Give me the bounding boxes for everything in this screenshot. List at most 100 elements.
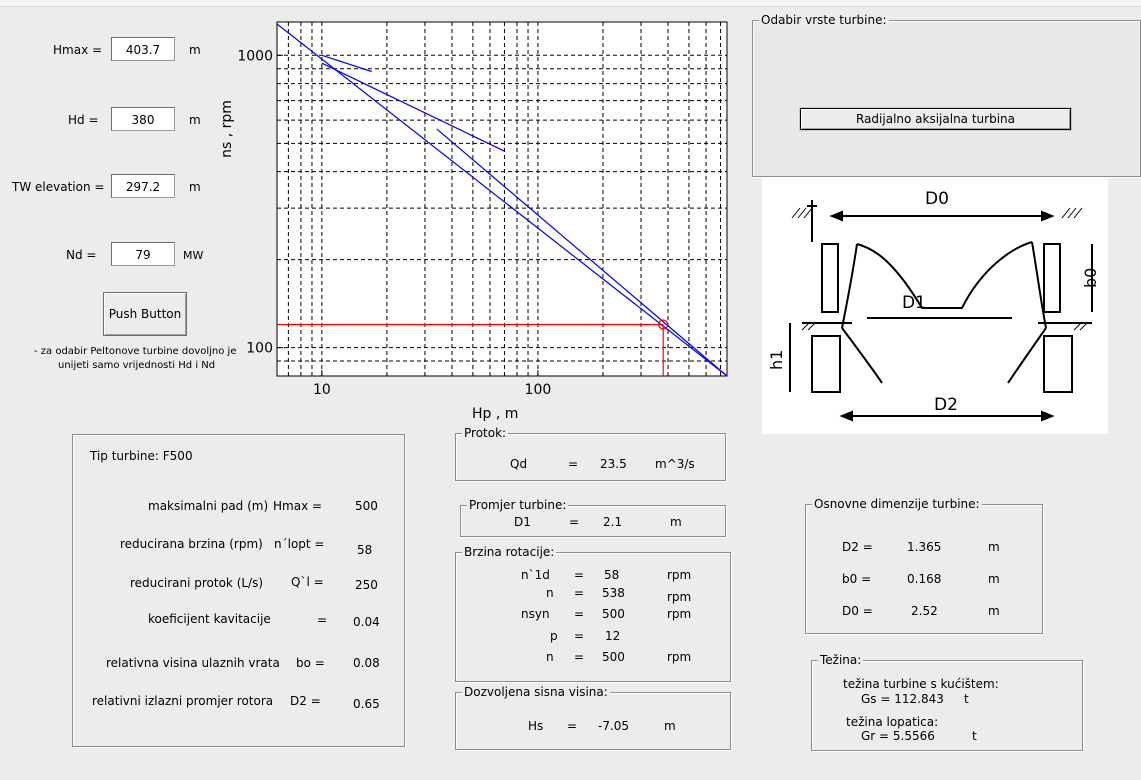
tezina-gr-unit: t bbox=[972, 729, 977, 743]
tip-row-q-label: reducirani protok (L/s) bbox=[130, 576, 264, 590]
sisna-eq: = bbox=[567, 719, 578, 733]
sisna-title: Dozvoljena sisna visina: bbox=[462, 685, 610, 699]
brzina-row-5-name: n bbox=[546, 650, 554, 664]
note-line2: unijeti samo vrijednosti Hd i Nd bbox=[58, 360, 216, 371]
turbine-type-button[interactable]: Radijalno aksijalna turbina bbox=[800, 108, 1071, 130]
tezina-gs-unit: t bbox=[964, 692, 969, 706]
diagram-label-d0: D0 bbox=[925, 189, 949, 209]
protok-panel: Protok: bbox=[455, 426, 726, 481]
diagram-label-b0: b0 bbox=[1081, 268, 1100, 288]
brzina-row-2-eq: = bbox=[574, 586, 585, 600]
tip-row-kav-label: koeficijent kavitacije bbox=[148, 612, 271, 626]
brzina-panel: Brzina rotacije: bbox=[455, 545, 731, 682]
brzina-row-1-eq: = bbox=[574, 568, 585, 582]
diagram-right-ring bbox=[1043, 335, 1073, 393]
protok-name: Qd bbox=[510, 457, 528, 471]
brzina-row-5-value: 500 bbox=[602, 650, 625, 664]
protok-value: 23.5 bbox=[600, 457, 627, 471]
hd-label: Hd = bbox=[68, 113, 99, 127]
diagram-label-h1: h1 bbox=[767, 350, 786, 370]
dim-row-b0-value: 0.168 bbox=[907, 572, 942, 586]
chart: 10 100 100 1000 Hp , m ns , rpm bbox=[219, 21, 728, 422]
nd-label: Nd = bbox=[66, 248, 97, 262]
tip-row-bo-label: relativna visina ulaznih vrata bbox=[106, 656, 280, 670]
brzina-row-2-value: 538 bbox=[602, 586, 625, 600]
brzina-title: Brzina rotacije: bbox=[462, 545, 557, 559]
y-tick-label: 1000 bbox=[237, 48, 273, 64]
brzina-row-3-name: nsyn bbox=[521, 607, 550, 621]
sisna-name: Hs bbox=[528, 719, 544, 733]
sisna-panel: Dozvoljena sisna visina: bbox=[455, 685, 731, 750]
brzina-row-1-name: n`1d bbox=[521, 568, 550, 582]
promjer-unit: m bbox=[670, 515, 682, 529]
x-tick-label: 10 bbox=[313, 382, 331, 398]
series-line bbox=[276, 23, 728, 377]
dim-row-d2-value: 1.365 bbox=[907, 540, 942, 554]
tezina-panel: Težina: bbox=[811, 653, 1083, 751]
x-axis-label: Hp , m bbox=[472, 406, 518, 422]
nd-unit: MW bbox=[183, 249, 204, 262]
diagram-d2-arrow-left bbox=[839, 410, 853, 422]
series-line bbox=[321, 54, 372, 73]
hmax-unit: m bbox=[189, 43, 201, 57]
tip-row-hmax-value: 500 bbox=[355, 499, 378, 513]
brzina-row-1-value: 58 bbox=[604, 568, 620, 582]
dim-row-d2-unit: m bbox=[988, 540, 1000, 554]
sisna-value: -7.05 bbox=[598, 719, 630, 733]
y-tick-label: 100 bbox=[246, 341, 273, 357]
turbine-type-panel: Odabir vrste turbine: bbox=[752, 13, 1141, 177]
tip-row-d2-value: 0.65 bbox=[353, 697, 380, 711]
protok-eq: = bbox=[568, 457, 579, 471]
brzina-row-2-name: n bbox=[546, 586, 554, 600]
tip-title: Tip turbine: F500 bbox=[90, 449, 193, 463]
diagram-d0-arrow-left bbox=[829, 210, 843, 222]
tip-row-hmax-sym: Hmax = bbox=[273, 499, 323, 513]
brzina-row-1-unit: rpm bbox=[667, 568, 692, 582]
diagram-d2-arrow-right bbox=[1041, 410, 1055, 422]
diagram-left-guide bbox=[821, 243, 839, 313]
note-line1: - za odabir Peltonove turbine dovoljno j… bbox=[34, 346, 237, 357]
brzina-row-4-name: p bbox=[550, 629, 558, 643]
promjer-value: 2.1 bbox=[603, 515, 623, 529]
brzina-row-5-unit: rpm bbox=[667, 650, 692, 664]
tip-row-q-sym: Q`l = bbox=[291, 575, 324, 589]
brzina-row-5-eq: = bbox=[574, 650, 585, 664]
brzina-row-4-value: 12 bbox=[605, 629, 621, 643]
hd-unit: m bbox=[189, 113, 201, 127]
diagram-runner-top bbox=[856, 241, 1033, 309]
diagram-runner-left-bottom bbox=[841, 327, 883, 384]
hmax-label: Hmax = bbox=[53, 43, 103, 57]
series-line bbox=[321, 62, 505, 152]
dim-panel: Osnovne dimenzije turbine: bbox=[805, 497, 1043, 634]
tip-row-kav-sym: = bbox=[317, 613, 328, 627]
marker-point bbox=[658, 319, 669, 330]
dim-row-b0-unit: m bbox=[988, 572, 1000, 586]
tip-row-q-value: 250 bbox=[355, 578, 378, 592]
promjer-panel: Promjer turbine: bbox=[460, 498, 726, 537]
turbine-diagram: D0 D1 D2 b0 h1 bbox=[762, 178, 1108, 434]
x-tick-label: 100 bbox=[525, 382, 552, 398]
tw-label: TW elevation = bbox=[12, 180, 105, 194]
nd-input[interactable]: 79 bbox=[111, 242, 175, 266]
tw-input[interactable]: 297.2 bbox=[111, 174, 175, 198]
brzina-row-3-unit: rpm bbox=[667, 607, 692, 621]
tip-row-d2-sym: D2 = bbox=[290, 694, 321, 708]
tip-row-d2-label: relativni izlazni promjer rotora bbox=[92, 694, 274, 708]
diagram-runner-left bbox=[841, 243, 858, 329]
tezina-title: Težina: bbox=[818, 653, 864, 667]
tip-row-kav-value: 0.04 bbox=[353, 615, 380, 629]
tezina-gs-value: Gs = 112.843 bbox=[861, 692, 944, 706]
hmax-input[interactable]: 403.7 bbox=[111, 37, 175, 61]
hd-input[interactable]: 380 bbox=[111, 107, 175, 131]
protok-title: Protok: bbox=[462, 426, 509, 440]
push-button[interactable]: Push Button bbox=[103, 292, 187, 336]
dim-title: Osnovne dimenzije turbine: bbox=[812, 497, 982, 511]
diagram-label-d1: D1 bbox=[902, 293, 926, 313]
diagram-left-ring bbox=[811, 335, 841, 393]
top-separator bbox=[0, 0, 1141, 7]
dim-row-d0-name: D0 = bbox=[842, 604, 873, 618]
tezina-gr-value: Gr = 5.5566 bbox=[861, 729, 935, 743]
tezina-gr-label: težina lopatica: bbox=[846, 715, 939, 729]
brzina-row-4-eq: = bbox=[574, 629, 585, 643]
tip-row-n-sym: n´lopt = bbox=[274, 537, 325, 551]
